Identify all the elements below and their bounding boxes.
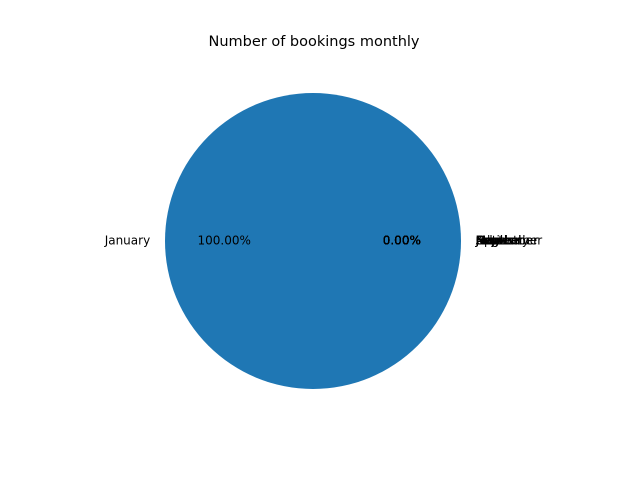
percent-label-april: 0.00% (383, 234, 421, 248)
category-label-june: June (475, 234, 502, 248)
category-label-february: February (476, 234, 529, 248)
category-label-october: October (476, 234, 524, 248)
category-label-march: March (476, 234, 513, 248)
percent-label-june: 0.00% (383, 234, 421, 248)
category-label-december: December (476, 234, 538, 248)
percent-label-february: 0.00% (383, 234, 421, 248)
percent-label-august: 0.00% (383, 234, 421, 248)
percent-label-may: 0.00% (383, 234, 421, 248)
percent-label-november: 0.00% (383, 234, 421, 248)
percent-label-september: 0.00% (383, 234, 421, 248)
percent-label-july: 0.00% (383, 234, 421, 248)
percent-label-january: 100.00% (198, 234, 251, 248)
category-label-august: August (476, 234, 518, 248)
percent-label-october: 0.00% (383, 234, 421, 248)
category-label-november: November (476, 234, 538, 248)
pie-slices (165, 93, 461, 389)
percent-label-december: 0.00% (383, 234, 421, 248)
category-label-may: May (476, 234, 501, 248)
category-label-january: January (104, 234, 151, 248)
category-label-april: April (476, 234, 503, 248)
chart-title: Number of bookings monthly (208, 34, 420, 50)
category-label-july: July (475, 234, 498, 248)
category-label-september: September (476, 234, 542, 248)
slice-january (165, 93, 461, 389)
percent-label-march: 0.00% (383, 234, 421, 248)
